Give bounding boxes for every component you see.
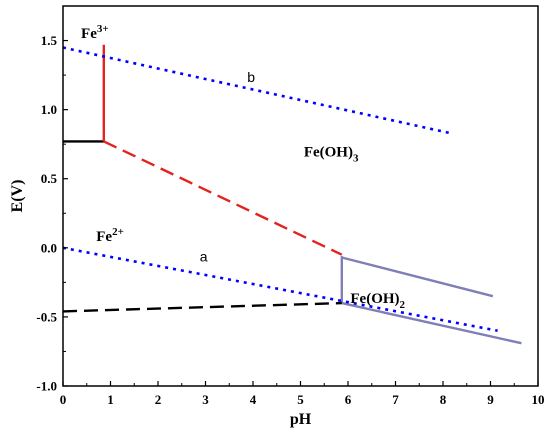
line-fe2-feoh3-boundary — [103, 140, 343, 256]
y-tick-label: -0.5 — [36, 309, 57, 324]
x-tick-label: 2 — [155, 392, 162, 407]
y-tick-label: 1.0 — [41, 102, 57, 117]
x-axis-title: pH — [290, 411, 312, 428]
tick-layer: 0 1 2 3 4 5 6 7 8 9 10 -1.0 -0.5 0.0 0.5 1.0 1.5 — [36, 33, 544, 407]
label-layer: Fe3+ Fe2+ Fe(OH)3 Fe(OH)2 b a — [81, 23, 405, 311]
y-tick-label: -1.0 — [36, 379, 57, 394]
line-line-b — [62, 46, 451, 135]
species-label-fe2: Fe2+ — [96, 226, 124, 245]
line-feoh2-fe-boundary — [341, 301, 522, 345]
species-label-feoh2: Fe(OH)2 — [350, 291, 405, 311]
line-layer — [62, 44, 522, 345]
y-tick-label: 1.5 — [41, 33, 58, 48]
x-tick-label: 10 — [532, 392, 545, 407]
x-tick-label: 7 — [392, 392, 399, 407]
y-tick-label: 0.0 — [41, 240, 57, 255]
line-line-a — [62, 246, 498, 332]
y-tick-label: 0.5 — [41, 171, 58, 186]
x-tick-label: 6 — [345, 392, 352, 407]
line-label-a: a — [200, 249, 208, 265]
line-fe2-fe-boundary — [62, 301, 342, 313]
y-axis-title: E(V) — [9, 180, 26, 213]
line-label-b: b — [247, 69, 255, 85]
line-feoh3-feoh2-boundary — [341, 256, 494, 298]
species-label-fe3: Fe3+ — [81, 23, 109, 42]
x-tick-label: 3 — [202, 392, 209, 407]
x-tick-label: 8 — [440, 392, 447, 407]
species-label-feoh3: Fe(OH)3 — [304, 145, 359, 165]
x-tick-label: 0 — [60, 392, 67, 407]
x-tick-label: 9 — [487, 392, 494, 407]
x-tick-label: 1 — [107, 392, 114, 407]
x-tick-label: 4 — [250, 392, 257, 407]
x-tick-label: 5 — [297, 392, 304, 407]
